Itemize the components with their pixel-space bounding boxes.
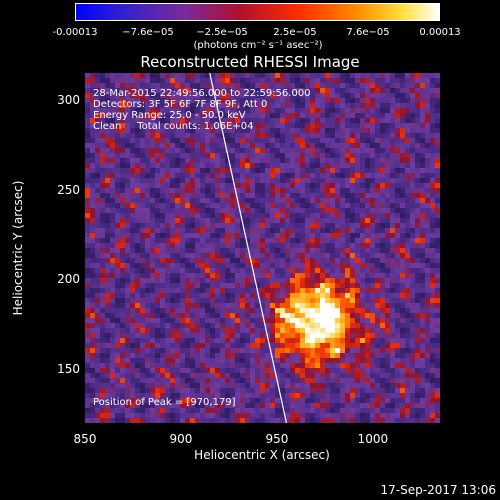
x-tick-label: 850	[73, 432, 97, 446]
chart-title: Reconstructed RHESSI Image	[140, 53, 360, 71]
colorbar	[75, 3, 440, 21]
x-tick-label: 900	[169, 432, 193, 446]
colorbar-tick: 2.5e−05	[273, 27, 317, 38]
plot-area: 28-Mar-2015 22:49:56.000 to 22:59:56.000…	[85, 73, 440, 423]
timestamp: 17-Sep-2017 13:06	[380, 483, 496, 497]
x-axis-label: Heliocentric X (arcsec)	[194, 448, 330, 462]
info-peak-position: Position of Peak = [970,179]	[93, 397, 236, 408]
y-tick-label: 300	[57, 92, 80, 107]
info-time-range: 28-Mar-2015 22:49:56.000 to 22:59:56.000	[93, 88, 311, 99]
colorbar-tick: −7.6e−05	[122, 27, 174, 38]
colorbar-tick: 0.00013	[419, 27, 461, 38]
y-tick-label: 250	[57, 182, 80, 197]
x-tick-label: 1000	[357, 432, 389, 446]
y-axis-label: Heliocentric Y (arcsec)	[11, 180, 25, 316]
y-tick-label: 150	[57, 362, 80, 377]
heatmap-image	[85, 73, 440, 423]
colorbar-tick: -0.00013	[52, 27, 98, 38]
y-tick-label: 200	[57, 272, 80, 287]
plot-overlay	[209, 73, 288, 423]
colorbar-tick: 7.6e−05	[346, 27, 390, 38]
info-detectors: Detectors: 3F 5F 6F 7F 8F 9F, Att 0	[93, 99, 268, 110]
colorbar-unit: (photons cm⁻² s⁻¹ asec⁻²)	[193, 40, 323, 51]
solar-limb-line	[209, 73, 288, 423]
colorbar-tick: −2.5e−05	[196, 27, 248, 38]
info-clean-counts: Clean Total counts: 1.06E+04	[93, 121, 254, 132]
colorbar-gradient	[76, 4, 439, 20]
x-tick-label: 950	[265, 432, 289, 446]
info-energy-range: Energy Range: 25.0 - 50.0 keV	[93, 110, 246, 121]
